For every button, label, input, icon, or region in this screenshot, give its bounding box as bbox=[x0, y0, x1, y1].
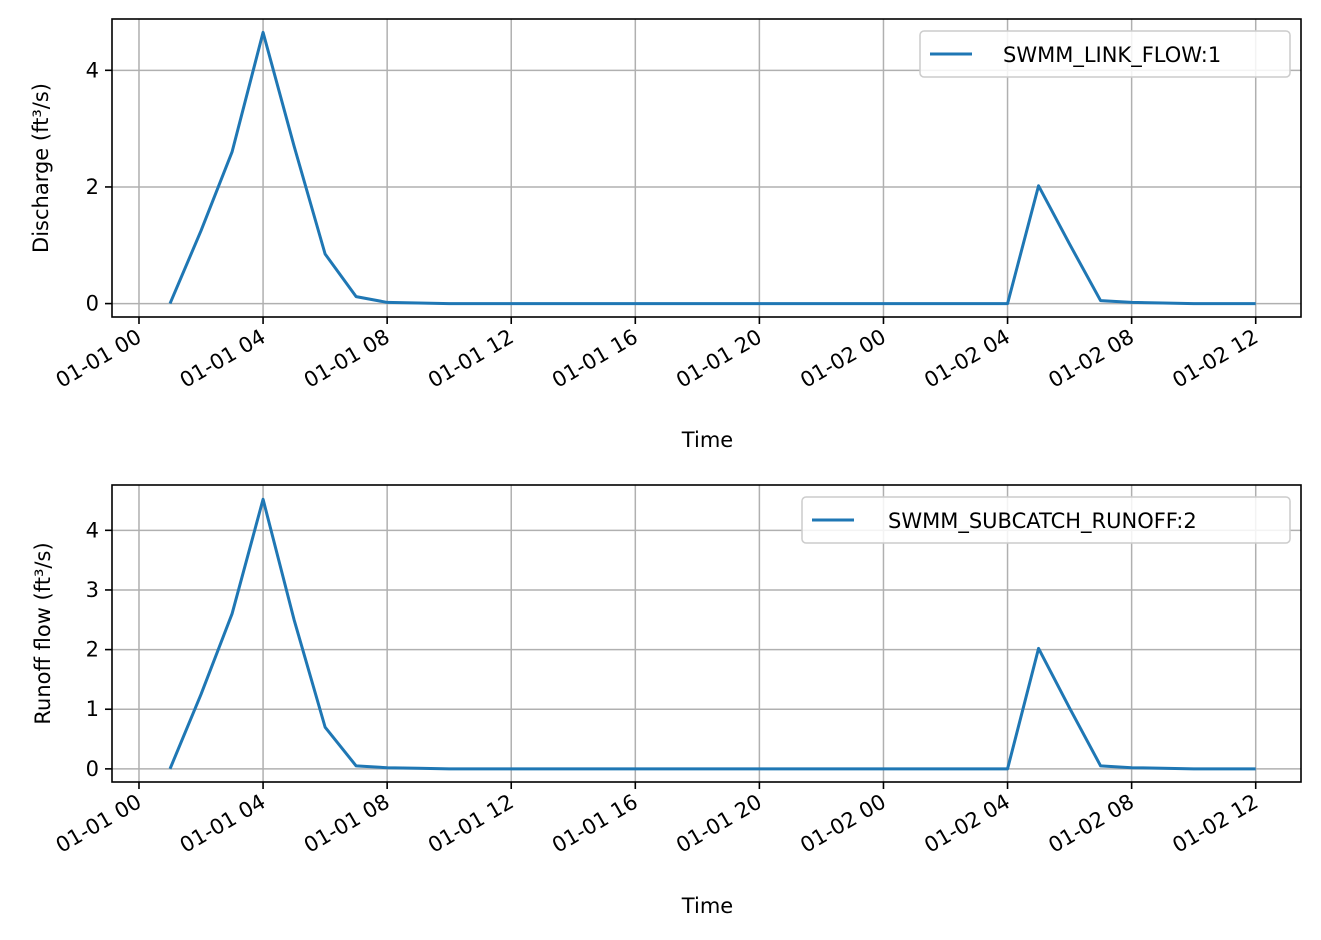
axes-frame bbox=[111, 18, 1302, 318]
x-tick-label: 01-01 12 bbox=[424, 325, 518, 393]
series-line-1 bbox=[168, 30, 1256, 306]
legend-box bbox=[801, 496, 1291, 544]
legend: SWMM_LINK_FLOW:1 bbox=[919, 30, 1291, 78]
y-tick-label: 1 bbox=[86, 697, 99, 721]
series-line-1 bbox=[168, 497, 1256, 771]
y-tick-label: 4 bbox=[86, 58, 99, 82]
x-tick-label: 01-01 20 bbox=[672, 325, 766, 393]
x-tick-label: 01-01 16 bbox=[548, 325, 642, 393]
x-tick-label: 01-01 12 bbox=[424, 790, 518, 858]
x-tick-label: 01-02 04 bbox=[920, 325, 1014, 393]
x-tick-label: 01-01 04 bbox=[176, 325, 270, 393]
y-tick-label: 0 bbox=[86, 757, 99, 781]
chart-panel-1: 01-01 00 01-01 04 01-01 08 01-01 12 01-01 16… bbox=[29, 18, 1302, 452]
x-tick-label: 01-01 00 bbox=[52, 325, 146, 393]
x-axis-label: Time bbox=[681, 428, 733, 452]
x-tick-label: 01-01 20 bbox=[672, 790, 766, 858]
axes-frame bbox=[111, 484, 1302, 783]
x-tick-label: 01-02 12 bbox=[1168, 790, 1262, 858]
legend-label: SWMM_LINK_FLOW:1 bbox=[1003, 43, 1221, 68]
y-tick-label: 3 bbox=[86, 578, 99, 602]
y-tick-label: 2 bbox=[86, 175, 99, 199]
x-tick-label: 01-01 08 bbox=[300, 325, 394, 393]
chart-panel-2: 01-01 00 01-01 04 01-01 08 01-01 12 01-01 16… bbox=[31, 484, 1302, 918]
legend-label: SWMM_SUBCATCH_RUNOFF:2 bbox=[888, 509, 1197, 534]
y-axis-label: Runoff flow (ft³/s) bbox=[31, 542, 55, 724]
y-tick-label: 4 bbox=[86, 518, 99, 542]
x-tick-label: 01-01 16 bbox=[548, 790, 642, 858]
y-tick-label: 2 bbox=[86, 638, 99, 662]
x-axis-label: Time bbox=[681, 894, 733, 918]
x-tick-label: 01-01 08 bbox=[300, 790, 394, 858]
x-tick-label: 01-01 04 bbox=[176, 790, 270, 858]
legend: SWMM_SUBCATCH_RUNOFF:2 bbox=[801, 496, 1291, 544]
x-tick-label: 01-02 08 bbox=[1044, 325, 1138, 393]
x-tick-label: 01-02 04 bbox=[920, 790, 1014, 858]
x-tick-label: 01-02 00 bbox=[796, 325, 890, 393]
x-tick-label: 01-02 00 bbox=[796, 790, 890, 858]
legend-box bbox=[919, 30, 1291, 78]
x-tick-label: 01-02 08 bbox=[1044, 790, 1138, 858]
x-tick-label: 01-02 12 bbox=[1168, 325, 1262, 393]
x-tick-label: 01-01 00 bbox=[52, 790, 146, 858]
y-tick-label: 0 bbox=[86, 292, 99, 316]
y-axis-label: Discharge (ft³/s) bbox=[29, 83, 53, 253]
